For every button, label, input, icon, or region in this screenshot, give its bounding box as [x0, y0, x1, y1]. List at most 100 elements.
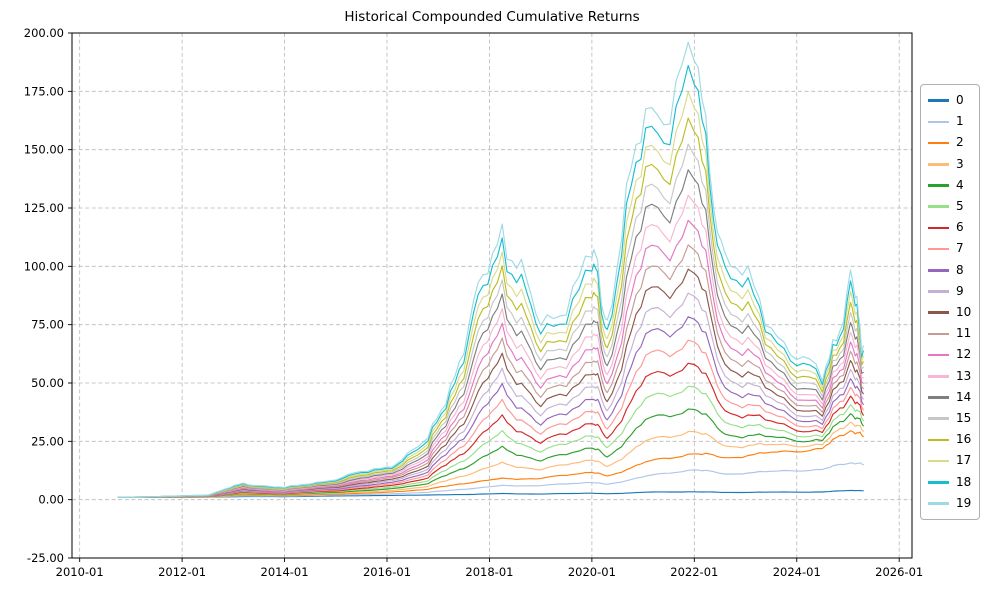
legend-line-sample — [928, 353, 949, 357]
series-line-5 — [117, 385, 864, 498]
legend-label: 8 — [956, 262, 964, 277]
legend-entry: 15 — [928, 408, 971, 429]
legend-entry: 9 — [928, 281, 971, 302]
y-tick-label: 125.00 — [24, 201, 64, 215]
legend-line-sample — [928, 332, 949, 336]
legend-line-sample — [928, 438, 949, 442]
legend-label: 12 — [956, 347, 972, 362]
legend-entry: 14 — [928, 387, 971, 408]
legend-entry: 19 — [928, 493, 971, 514]
series-line-12 — [117, 219, 864, 498]
legend-label: 10 — [956, 305, 972, 320]
legend-label: 5 — [956, 199, 964, 214]
legend-entry: 2 — [928, 132, 971, 153]
series-line-16 — [117, 117, 864, 498]
legend-label: 17 — [956, 453, 972, 468]
legend-entry: 17 — [928, 450, 971, 471]
y-tick-label: 175.00 — [24, 84, 64, 98]
legend-label: 14 — [956, 389, 972, 404]
legend-line-sample — [928, 184, 949, 187]
series-line-4 — [117, 408, 864, 498]
series-line-0 — [117, 489, 864, 498]
legend-line-sample — [928, 99, 949, 102]
y-tick-label: 150.00 — [24, 143, 64, 157]
x-tick-label: 2020-01 — [568, 565, 616, 579]
y-tick-label: 0.00 — [38, 493, 64, 507]
y-tick-label: 50.00 — [31, 376, 64, 390]
legend-label: 0 — [956, 93, 964, 107]
legend-entry: 4 — [928, 175, 971, 196]
legend-entry: 3 — [928, 154, 971, 175]
legend-entry: 8 — [928, 260, 971, 281]
legend-line-sample — [928, 120, 949, 124]
legend-line-sample — [928, 374, 949, 378]
legend-line-sample — [928, 141, 949, 145]
legend-label: 9 — [956, 283, 964, 298]
legend-label: 15 — [956, 411, 972, 426]
legend-line-sample — [928, 205, 949, 208]
legend-line-sample — [928, 502, 949, 505]
legend-line-sample — [928, 396, 949, 399]
x-tick-label: 2026-01 — [875, 565, 923, 579]
legend-line-sample — [928, 459, 949, 463]
series-line-2 — [117, 430, 864, 498]
chart-title: Historical Compounded Cumulative Returns — [344, 9, 639, 25]
legend-line-sample — [928, 311, 949, 314]
data-series — [117, 41, 864, 498]
legend-entry: 16 — [928, 429, 971, 450]
series-line-9 — [117, 292, 864, 498]
series-line-3 — [117, 421, 864, 498]
legend-line-sample — [928, 268, 949, 272]
y-tick-label: 200.00 — [24, 26, 64, 40]
y-axis-ticks: -25.00 0.00 25.00 50.00 75.00 100.00 125.00 150… — [24, 26, 72, 565]
x-tick-label: 2016-01 — [363, 565, 411, 579]
x-tick-label: 2010-01 — [56, 565, 104, 579]
legend-entry: 6 — [928, 217, 971, 238]
series-line-6 — [117, 362, 864, 498]
series-line-14 — [117, 169, 864, 498]
x-axis-ticks: 2010-01 2012-01 2014-01 2016-01 2018-01 2020-… — [56, 558, 923, 579]
legend-label: 16 — [956, 432, 972, 447]
x-tick-label: 2022-01 — [670, 565, 718, 579]
legend-label: 6 — [956, 220, 964, 235]
y-tick-label: 75.00 — [31, 318, 64, 332]
legend-entry: 13 — [928, 366, 971, 387]
legend-label: 2 — [956, 135, 964, 150]
legend-line-sample — [928, 247, 949, 251]
series-line-18 — [117, 64, 864, 498]
legend-entry: 0 — [928, 90, 971, 111]
legend-label: 4 — [956, 177, 964, 192]
legend-label: 19 — [956, 495, 972, 510]
legend-label: 11 — [956, 326, 972, 341]
legend-line-sample — [928, 480, 949, 484]
series-line-8 — [117, 316, 864, 498]
legend-line-sample — [928, 226, 949, 230]
legend-entry: 7 — [928, 238, 971, 259]
x-tick-label: 2012-01 — [158, 565, 206, 579]
y-tick-label: 25.00 — [31, 434, 64, 448]
x-tick-label: 2024-01 — [773, 565, 821, 579]
legend-label: 13 — [956, 368, 972, 383]
x-tick-label: 2018-01 — [465, 565, 513, 579]
series-line-19 — [117, 41, 864, 498]
legend-entry: 11 — [928, 323, 971, 344]
legend-label: 3 — [956, 156, 964, 171]
legend: 0 1 2 3 4 5 6 7 8 9 10 11 12 13 14 15 16 17 18 19 — [920, 84, 981, 521]
legend-entry: 18 — [928, 472, 971, 493]
series-line-17 — [117, 91, 864, 498]
x-tick-label: 2014-01 — [261, 565, 309, 579]
legend-line-sample — [928, 162, 949, 166]
series-line-7 — [117, 339, 864, 498]
legend-label: 1 — [956, 114, 964, 129]
legend-label: 18 — [956, 474, 972, 489]
series-line-10 — [117, 268, 864, 498]
legend-entry: 12 — [928, 344, 971, 365]
legend-label: 7 — [956, 241, 964, 256]
axes-frame — [71, 32, 913, 559]
legend-line-sample — [928, 417, 949, 420]
legend-line-sample — [928, 290, 949, 293]
series-line-1 — [117, 462, 864, 498]
y-tick-label: 100.00 — [24, 259, 64, 273]
